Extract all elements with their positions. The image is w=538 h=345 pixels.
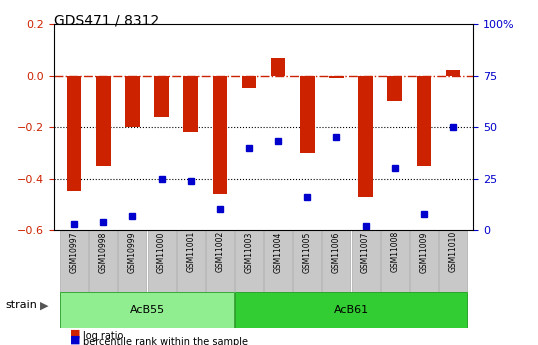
Bar — [96, 76, 111, 166]
Bar — [387, 76, 402, 101]
Bar — [206, 230, 234, 292]
Text: GSM11006: GSM11006 — [332, 231, 341, 273]
Bar — [381, 230, 409, 292]
Text: GDS471 / 8312: GDS471 / 8312 — [54, 14, 159, 28]
Text: GSM10999: GSM10999 — [128, 231, 137, 273]
Text: GSM11000: GSM11000 — [157, 231, 166, 273]
Text: GSM11004: GSM11004 — [274, 231, 282, 273]
Text: GSM11005: GSM11005 — [303, 231, 312, 273]
Text: GSM11010: GSM11010 — [449, 231, 457, 273]
Text: strain: strain — [5, 300, 37, 310]
Bar — [89, 230, 117, 292]
Bar — [352, 230, 380, 292]
Text: percentile rank within the sample: percentile rank within the sample — [83, 337, 249, 345]
Bar — [358, 76, 373, 197]
Text: GSM10997: GSM10997 — [70, 231, 79, 273]
Bar — [147, 230, 175, 292]
Text: GSM11007: GSM11007 — [361, 231, 370, 273]
Bar — [300, 76, 315, 153]
Bar — [213, 76, 227, 194]
Text: GSM11009: GSM11009 — [420, 231, 428, 273]
Bar — [242, 76, 256, 88]
Bar — [67, 76, 81, 191]
Bar — [235, 292, 467, 328]
Bar — [271, 58, 286, 76]
Text: GSM11003: GSM11003 — [245, 231, 253, 273]
Text: GSM11002: GSM11002 — [215, 231, 224, 273]
Bar — [322, 230, 350, 292]
Text: log ratio: log ratio — [83, 332, 124, 341]
Bar — [177, 230, 205, 292]
Bar — [416, 76, 431, 166]
Text: ■: ■ — [70, 334, 81, 344]
Bar — [293, 230, 321, 292]
Bar — [235, 230, 263, 292]
Bar — [410, 230, 438, 292]
Text: ■: ■ — [70, 328, 81, 338]
Text: ▶: ▶ — [40, 300, 49, 310]
Text: GSM11001: GSM11001 — [186, 231, 195, 273]
Text: GSM11008: GSM11008 — [390, 231, 399, 273]
Bar — [60, 292, 234, 328]
Bar — [60, 230, 88, 292]
Text: AcB61: AcB61 — [334, 305, 369, 315]
Bar — [264, 230, 292, 292]
Text: GSM10998: GSM10998 — [99, 231, 108, 273]
Bar — [183, 76, 198, 132]
Bar — [118, 230, 146, 292]
Bar — [329, 76, 344, 78]
Bar — [125, 76, 140, 127]
Bar — [154, 76, 169, 117]
Bar — [439, 230, 467, 292]
Text: AcB55: AcB55 — [130, 305, 165, 315]
Bar — [446, 70, 461, 76]
